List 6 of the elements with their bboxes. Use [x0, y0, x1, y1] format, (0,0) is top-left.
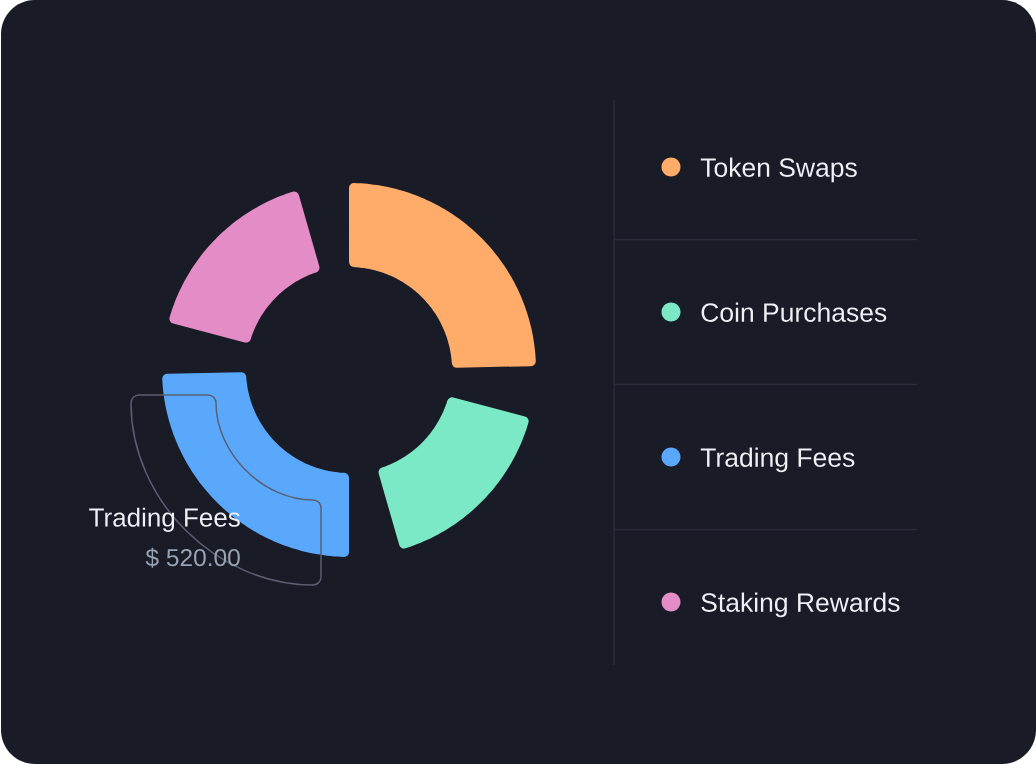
- legend-label: Coin Purchases: [701, 302, 887, 322]
- legend-label: Staking Rewards: [701, 592, 900, 618]
- text: $ 520.00: [145, 547, 240, 568]
- legend-label: Trading Fees: [700, 447, 855, 473]
- legend-label: Token Swaps: [700, 157, 857, 183]
- text: Trading Fees: [89, 507, 240, 532]
